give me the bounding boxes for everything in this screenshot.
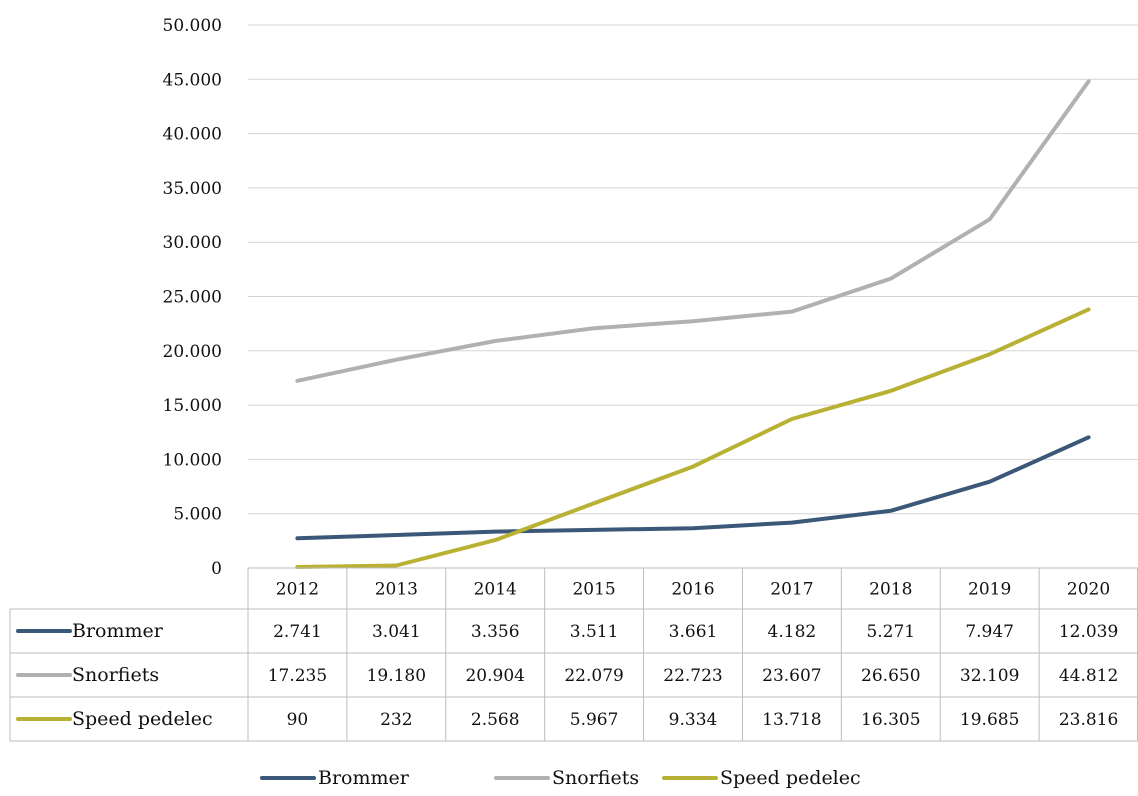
y-tick-label: 20.000 [163,342,222,362]
series-line-brommer [295,435,1091,541]
table-cell: 19.685 [960,710,1019,730]
x-tick-label: 2018 [869,580,912,600]
legend-label: Speed pedelec [720,767,861,789]
x-tick-label: 2014 [474,580,517,600]
legend: Brommer Snorfiets Speed pedelec [260,767,861,789]
table-row-label: Brommer [72,620,164,642]
x-tick-label: 2020 [1067,580,1110,600]
y-tick-label: 35.000 [163,179,222,199]
table-cell: 3.356 [471,622,520,642]
x-tick-label: 2012 [276,580,319,600]
table-cell: 44.812 [1059,666,1118,686]
legend-label: Brommer [318,767,410,789]
table-cell: 7.947 [965,622,1014,642]
table-cell: 3.661 [669,622,718,642]
table-cell: 4.182 [768,622,817,642]
y-axis: 0 5.000 10.000 15.000 20.000 25.000 30.000 35.0… [163,16,222,579]
gridlines [248,24,1138,515]
series-line-speed-pedelec [295,307,1091,569]
table-cell: 90 [287,710,309,730]
table-cell: 12.039 [1059,622,1118,642]
table-cell: 19.180 [367,666,426,686]
table-cell: 17.235 [268,666,327,686]
y-tick-label: 0 [211,559,222,579]
table-cell: 20.904 [465,666,524,686]
x-tick-label: 2015 [572,580,615,600]
table-cell: 5.271 [866,622,915,642]
table-cell: 23.607 [762,666,821,686]
y-tick-label: 40.000 [163,125,222,145]
table-cell: 5.967 [570,710,619,730]
table-cell: 3.511 [570,622,619,642]
x-tick-label: 2019 [968,580,1011,600]
table-cell: 232 [380,710,412,730]
table-cell: 2.568 [471,710,520,730]
x-tick-label: 2017 [770,580,813,600]
table-cell: 2.741 [273,622,322,642]
y-tick-label: 30.000 [163,233,222,253]
table-cell: 16.305 [861,710,920,730]
table-cell: 22.723 [663,666,722,686]
series-line-snorfiets [295,79,1091,383]
data-table: 2012 2013 2014 2015 2016 2017 2018 2019 2020 Brom… [9,567,1138,742]
y-tick-label: 10.000 [163,450,222,470]
series-lines [295,79,1091,569]
table-row-label: Snorfiets [72,664,159,686]
table-cell: 22.079 [564,666,623,686]
y-tick-label: 5.000 [173,505,222,525]
y-tick-label: 45.000 [163,70,222,90]
table-cell: 23.816 [1059,710,1118,730]
y-tick-label: 15.000 [163,396,222,416]
x-tick-label: 2016 [671,580,714,600]
table-cell: 32.109 [960,666,1019,686]
table-cell: 3.041 [372,622,421,642]
y-tick-label: 50.000 [163,16,222,36]
table-cell: 13.718 [762,710,821,730]
y-tick-label: 25.000 [163,288,222,308]
table-row-label: Speed pedelec [72,708,213,730]
table-cell: 26.650 [861,666,920,686]
table-cell: 9.334 [669,710,718,730]
x-tick-label: 2013 [375,580,418,600]
legend-label: Snorfiets [552,767,639,789]
